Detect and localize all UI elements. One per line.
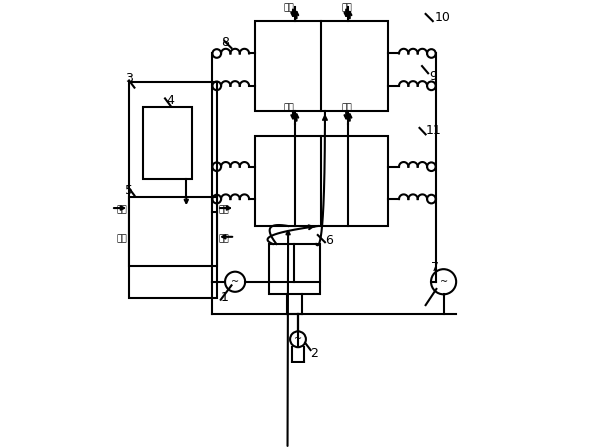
Text: ~: ~ <box>231 277 239 287</box>
Text: 4: 4 <box>167 94 175 107</box>
Text: 6: 6 <box>325 234 333 247</box>
Bar <box>144 108 192 179</box>
Text: 8: 8 <box>221 36 229 49</box>
Text: 光纤: 光纤 <box>284 104 294 113</box>
Bar <box>129 82 217 298</box>
Text: 9: 9 <box>429 70 437 83</box>
Text: 光纤: 光纤 <box>116 234 128 243</box>
Text: 7: 7 <box>431 261 439 274</box>
Bar <box>255 21 388 111</box>
Text: 光纤: 光纤 <box>284 3 294 12</box>
Text: 5: 5 <box>125 184 134 197</box>
Text: 1: 1 <box>221 292 229 305</box>
Bar <box>255 136 388 226</box>
Bar <box>129 197 217 266</box>
Text: ~: ~ <box>439 277 448 287</box>
Text: 3: 3 <box>125 72 134 85</box>
Text: ~: ~ <box>294 334 302 344</box>
Text: 11: 11 <box>426 124 442 137</box>
Text: 10: 10 <box>434 11 451 24</box>
Text: 2: 2 <box>311 347 318 360</box>
Text: 光纤: 光纤 <box>116 205 128 214</box>
Text: 光纤: 光纤 <box>219 205 229 214</box>
Text: 光纤: 光纤 <box>341 104 352 113</box>
Text: 光纤: 光纤 <box>341 3 352 12</box>
Text: 光纤: 光纤 <box>219 234 229 243</box>
Bar <box>269 244 319 294</box>
